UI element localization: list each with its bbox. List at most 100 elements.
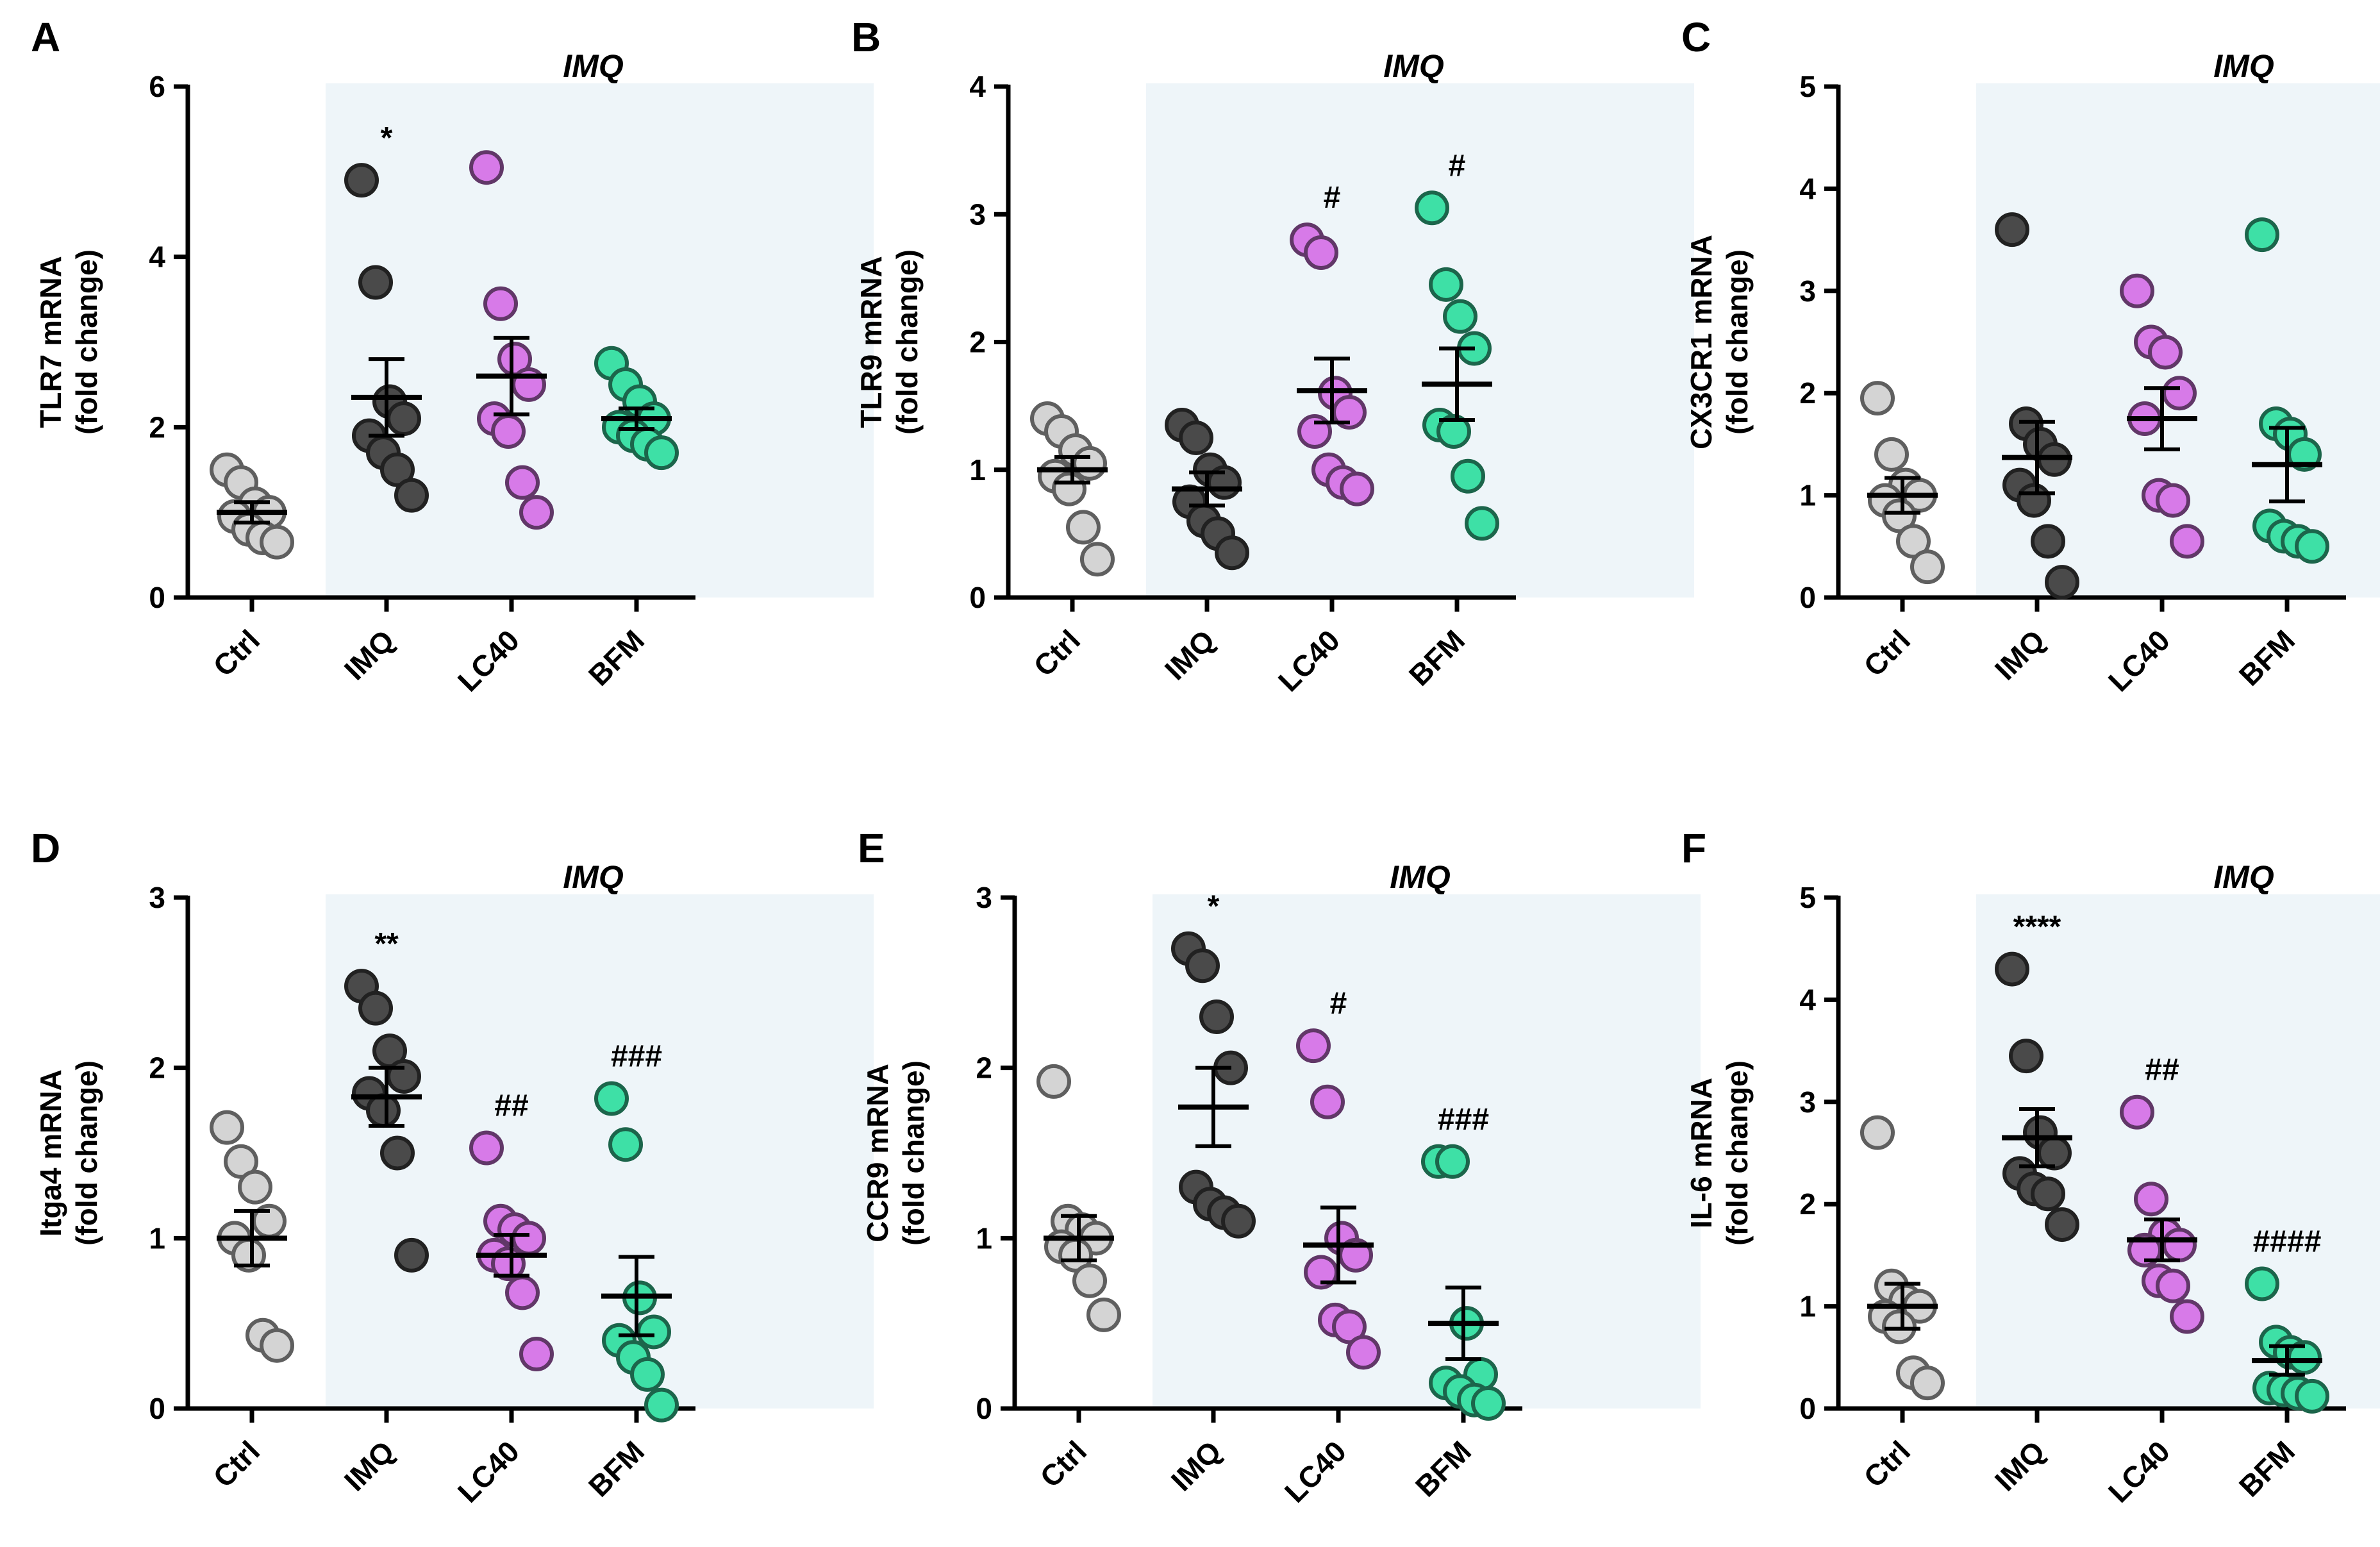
imq-shaded-region (1976, 83, 2380, 598)
x-tick-label-ctrl: Ctrl (206, 1434, 266, 1494)
data-point-lc40 (2120, 1094, 2154, 1130)
data-point-ctrl (1910, 1366, 1945, 1401)
data-point-bfm (644, 1387, 679, 1423)
significance-label-lc40: ## (494, 1089, 528, 1123)
significance-label-lc40: # (1330, 987, 1347, 1021)
panel-b: B IMQ TLR9 mRNA(fold change) 0 1 2 3 4 Ctrl IMQ LC… (851, 14, 1694, 698)
data-point-ctrl (1860, 381, 1895, 416)
data-point-lc40 (2148, 335, 2183, 370)
y-tick-label: 5 (1799, 70, 1816, 103)
data-point-imq (2031, 1176, 2065, 1212)
data-point-imq (394, 1237, 429, 1273)
y-tick-label: 0 (149, 1392, 165, 1425)
y-axis-label-line2: (fold change) (70, 249, 103, 435)
data-point-lc40 (1340, 471, 1374, 506)
y-tick-label: 0 (149, 581, 165, 614)
panel-d: D IMQ Itga4 mRNA(fold change) 0 1 2 3 Ctrl IMQ LC… (31, 825, 874, 1509)
y-tick-label: 6 (149, 70, 165, 103)
data-point-lc40 (2162, 1227, 2197, 1262)
data-point-lc40 (1346, 1335, 1381, 1370)
y-tick-label: 2 (1799, 376, 1816, 410)
x-tick-label-lc40: LC40 (1272, 623, 1346, 698)
y-tick-label: 1 (976, 1221, 992, 1255)
imq-shaded-region (1146, 83, 1694, 598)
imq-shaded-region (326, 83, 874, 598)
data-point-lc40 (505, 465, 540, 500)
x-tick-label-ctrl: Ctrl (1033, 1434, 1093, 1494)
data-point-lc40 (519, 495, 554, 530)
data-point-imq (2009, 1039, 2043, 1074)
y-tick-label: 3 (1799, 1085, 1816, 1119)
y-tick-label: 3 (149, 881, 165, 914)
x-tick-label-imq: IMQ (1158, 623, 1221, 686)
data-point-ctrl (238, 1169, 272, 1205)
y-tick-label: 3 (969, 197, 986, 231)
data-point-lc40 (2120, 273, 2154, 308)
data-point-imq (2045, 565, 2079, 600)
data-point-imq (1179, 420, 1213, 455)
significance-label-imq: * (1208, 890, 1220, 924)
y-tick-label: 3 (1799, 274, 1816, 308)
y-axis-label-line1: TLR9 mRNA (854, 256, 888, 428)
data-point-imq (344, 163, 379, 198)
data-point-lc40 (2170, 524, 2204, 559)
significance-label-imq: ** (374, 927, 399, 961)
x-tick-label-bfm: BFM (582, 1434, 651, 1503)
y-tick-label: 2 (149, 1051, 165, 1085)
data-point-bfm (1451, 458, 1485, 494)
y-tick-label: 1 (1799, 1290, 1816, 1323)
y-tick-label: 0 (969, 581, 986, 614)
panel-f: F IMQ IL-6 mRNA(fold change) 0 1 2 3 4 5 Ctrl IMQ L… (1681, 825, 2380, 1509)
panel-e: E IMQ CCR9 mRNA(fold change) 0 1 2 3 Ctrl IMQ LC4… (858, 825, 1701, 1509)
significance-label-imq: * (381, 121, 393, 155)
data-point-imq (1995, 951, 2029, 987)
data-point-lc40 (2156, 1268, 2190, 1303)
x-tick-label-lc40: LC40 (451, 1434, 526, 1509)
significance-label-bfm: ### (1438, 1103, 1489, 1137)
data-point-lc40 (469, 1130, 504, 1166)
data-point-bfm (2245, 1266, 2279, 1301)
x-tick-label-ctrl: Ctrl (1027, 623, 1086, 683)
data-point-imq (1185, 948, 1220, 983)
x-tick-label-lc40: LC40 (2102, 623, 2176, 698)
data-point-imq (394, 478, 429, 513)
significance-label-lc40: # (1324, 181, 1341, 215)
data-point-bfm (1435, 1144, 1470, 1179)
panel-label: E (858, 825, 885, 871)
data-point-ctrl (1896, 524, 1931, 559)
y-tick-label: 4 (969, 70, 986, 103)
x-tick-label-bfm: BFM (2233, 623, 2301, 692)
panel-label: B (851, 14, 881, 60)
panel-label: C (1681, 14, 1711, 60)
data-point-imq (1221, 1203, 1256, 1239)
data-point-imq (366, 1093, 401, 1128)
data-point-imq (1199, 999, 1234, 1034)
data-point-lc40 (2156, 483, 2190, 518)
data-point-lc40 (519, 1336, 554, 1371)
x-tick-label-bfm: BFM (2233, 1434, 2301, 1503)
data-point-ctrl (1080, 542, 1115, 577)
data-point-bfm (608, 1127, 643, 1162)
significance-label-lc40: ## (2145, 1053, 2179, 1087)
data-point-imq (1995, 212, 2029, 247)
x-tick-label-lc40: LC40 (2102, 1434, 2176, 1509)
data-point-bfm (2245, 217, 2279, 253)
y-axis-label-line2: (fold change) (890, 249, 924, 435)
imq-header-label: IMQ (1390, 859, 1451, 895)
data-point-ctrl (1882, 498, 1917, 533)
y-tick-label: 2 (969, 326, 986, 359)
data-point-imq (387, 1058, 421, 1094)
data-point-bfm (637, 1314, 671, 1350)
data-point-ctrl (210, 1110, 244, 1145)
data-point-bfm (1436, 414, 1471, 449)
data-point-imq (387, 401, 421, 437)
x-tick-label-ctrl: Ctrl (206, 623, 266, 683)
x-tick-label-bfm: BFM (582, 623, 651, 692)
data-point-imq (2045, 1207, 2079, 1242)
significance-label-bfm: # (1449, 149, 1466, 183)
imq-header-label: IMQ (2213, 48, 2274, 84)
data-point-lc40 (1304, 235, 1338, 271)
x-tick-label-ctrl: Ctrl (1857, 1434, 1917, 1494)
y-tick-label: 4 (1799, 983, 1816, 1016)
data-point-bfm (2295, 1378, 2329, 1414)
